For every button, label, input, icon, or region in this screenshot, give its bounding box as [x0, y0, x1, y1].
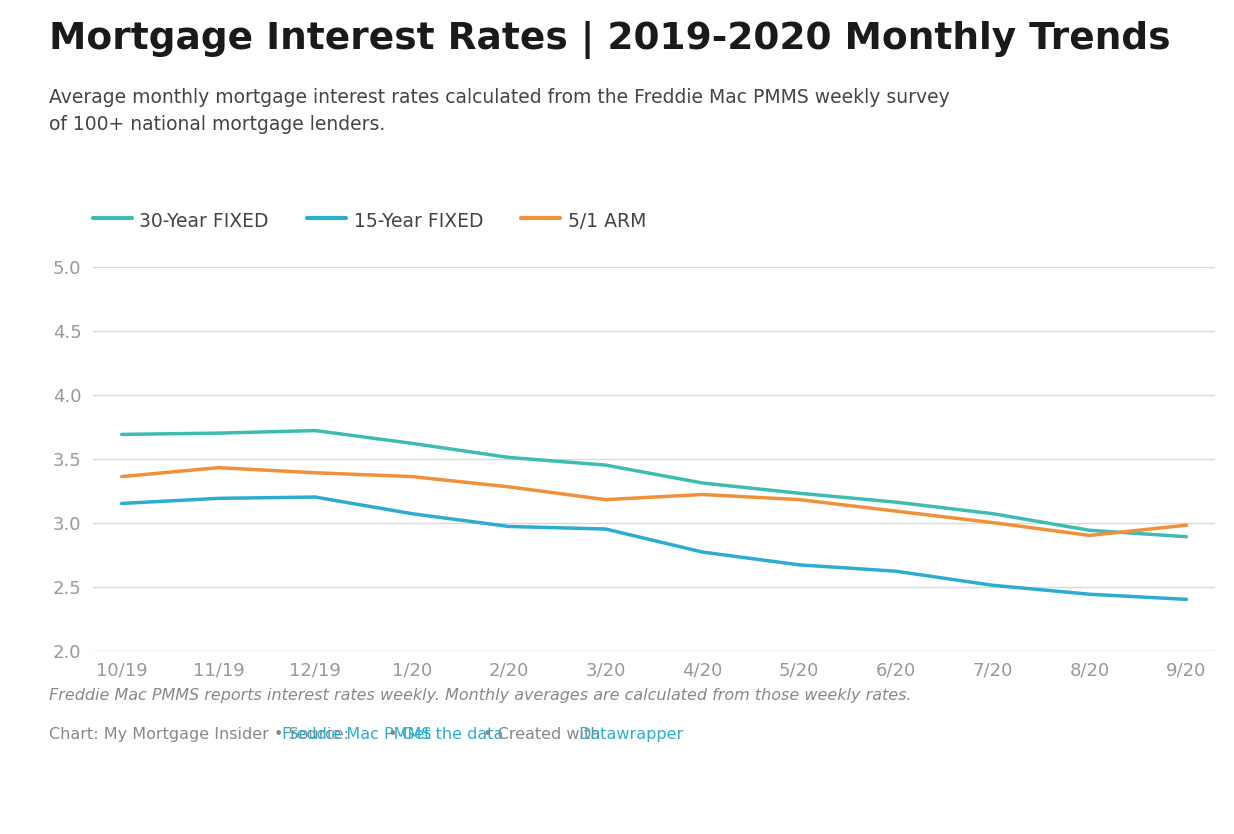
- Text: 5/1 ARM: 5/1 ARM: [568, 212, 647, 230]
- Text: 15-Year FIXED: 15-Year FIXED: [353, 212, 482, 230]
- Text: Datawrapper: Datawrapper: [579, 727, 684, 742]
- Text: Average monthly mortgage interest rates calculated from the Freddie Mac PMMS wee: Average monthly mortgage interest rates …: [49, 88, 950, 133]
- Text: 30-Year FIXED: 30-Year FIXED: [139, 212, 269, 230]
- Text: Chart: My Mortgage Insider • Source:: Chart: My Mortgage Insider • Source:: [49, 727, 354, 742]
- Text: •: •: [384, 727, 402, 742]
- Text: Mortgage Interest Rates | 2019-2020 Monthly Trends: Mortgage Interest Rates | 2019-2020 Mont…: [49, 21, 1171, 59]
- Text: Get the data: Get the data: [402, 727, 503, 742]
- Text: Freddie Mac PMMS: Freddie Mac PMMS: [283, 727, 432, 742]
- Text: Freddie Mac PMMS reports interest rates weekly. Monthly averages are calculated : Freddie Mac PMMS reports interest rates …: [49, 688, 912, 703]
- Text: • Created with: • Created with: [478, 727, 606, 742]
